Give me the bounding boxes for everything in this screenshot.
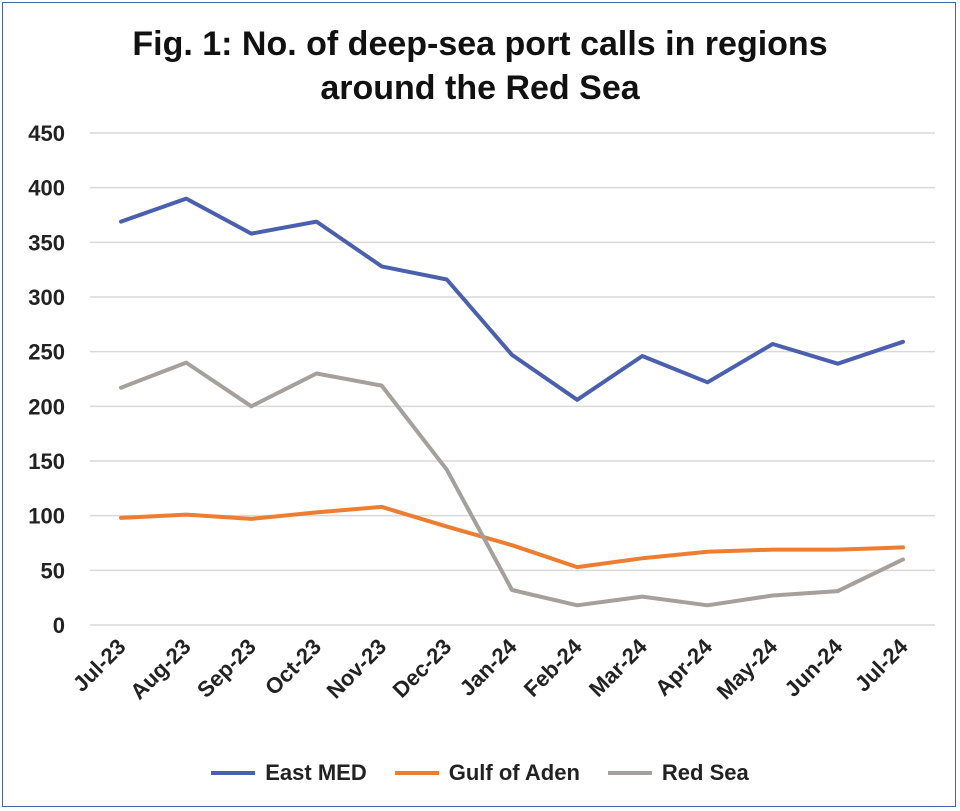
legend-swatch	[211, 771, 256, 775]
series-line-red-sea	[119, 360, 905, 608]
chart-title-line-2: around the Red Sea	[320, 69, 640, 107]
legend-item: Gulf of Aden	[394, 760, 580, 786]
x-tick-label: May-24	[712, 633, 783, 704]
y-axis-ticks: 0 50 100 150 200 250 300 350 400 450	[28, 121, 65, 638]
legend-label: East MED	[265, 760, 367, 785]
x-tick-label: Jul-23	[68, 634, 131, 697]
x-tick-label: Oct-23	[260, 634, 326, 700]
chart-title: Fig. 1: No. of deep-sea port calls in re…	[0, 22, 960, 110]
x-tick-label: Feb-24	[519, 633, 587, 701]
y-tick-label: 250	[28, 340, 65, 365]
x-tick-label: Jan-24	[455, 633, 523, 701]
series-lines	[119, 196, 905, 608]
series-line-east-med	[119, 196, 905, 402]
y-tick-label: 350	[28, 230, 65, 255]
x-tick-label: Mar-24	[584, 633, 652, 701]
legend-label: Gulf of Aden	[448, 760, 580, 785]
y-tick-label: 450	[28, 121, 65, 146]
legend-swatch	[394, 771, 439, 775]
y-tick-label: 100	[28, 504, 65, 529]
x-tick-label: Nov-23	[322, 634, 392, 704]
y-tick-label: 300	[28, 285, 65, 310]
legend-item: Red Sea	[607, 760, 749, 786]
series-line-gulf-of-aden	[119, 504, 905, 570]
x-tick-label: Aug-23	[125, 634, 195, 704]
y-tick-label: 150	[28, 449, 65, 474]
y-tick-label: 0	[53, 613, 65, 638]
legend: East MED Gulf of Aden Red Sea	[0, 760, 960, 786]
x-tick-label: Jul-24	[850, 633, 913, 696]
y-tick-label: 200	[28, 394, 65, 419]
y-tick-label: 400	[28, 176, 65, 201]
x-tick-label: Sep-23	[192, 634, 261, 703]
x-tick-label: Apr-24	[650, 633, 717, 700]
x-tick-label: Jun-24	[780, 633, 848, 701]
legend-item: East MED	[211, 760, 367, 786]
chart-title-line-1: Fig. 1: No. of deep-sea port calls in re…	[132, 25, 828, 63]
y-tick-label: 50	[41, 558, 65, 583]
legend-label: Red Sea	[661, 760, 749, 785]
legend-swatch	[607, 771, 652, 775]
x-tick-label: Dec-23	[388, 634, 457, 703]
